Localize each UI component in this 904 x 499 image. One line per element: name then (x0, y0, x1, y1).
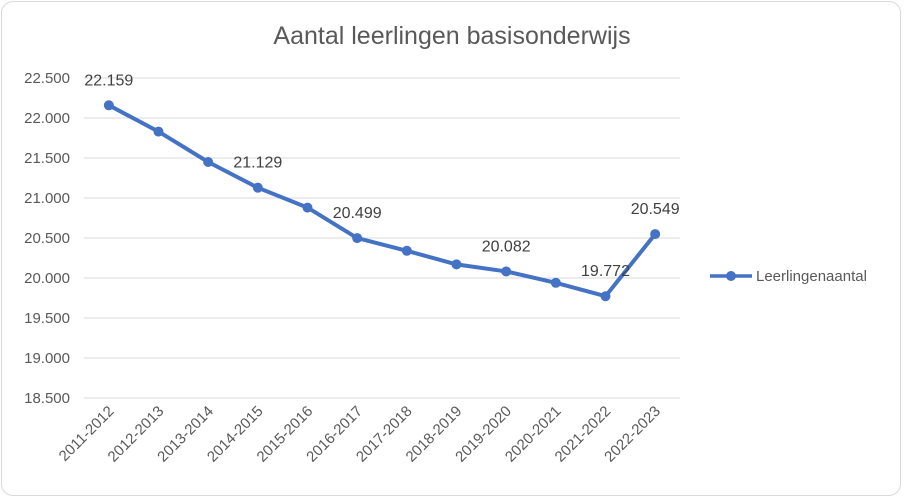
y-tick-label: 22.500 (24, 70, 70, 87)
y-tick-label: 20.000 (24, 270, 70, 287)
data-point (501, 266, 512, 277)
y-tick-label: 21.000 (24, 190, 70, 207)
data-label: 21.129 (233, 155, 282, 172)
data-label: 20.082 (482, 238, 531, 255)
legend-label: Leerlingenaantal (756, 268, 867, 285)
data-point (252, 182, 263, 193)
legend: Leerlingenaantal (710, 268, 867, 285)
data-labels: 22.159 21.129 20.499 20.082 19.772 20.549 (84, 72, 679, 280)
y-tick-label: 19.000 (24, 350, 70, 367)
data-label: 20.549 (631, 201, 680, 218)
data-label: 19.772 (581, 263, 630, 280)
data-point (550, 277, 561, 288)
data-point (103, 100, 114, 111)
data-point (600, 291, 611, 302)
data-label: 20.499 (333, 205, 382, 222)
data-point (203, 157, 214, 167)
chart-title: Aantal leerlingen basisonderwijs (273, 22, 630, 50)
series-line (106, 103, 658, 299)
gridlines (84, 77, 680, 399)
x-axis: 2011-20122012-20132013-20142014-20152015… (56, 403, 664, 466)
data-label: 22.159 (84, 72, 133, 89)
y-tick-label: 21.500 (24, 150, 70, 167)
y-tick-label: 18.500 (24, 390, 70, 407)
y-tick-label: 19.500 (24, 310, 70, 327)
data-point (352, 233, 363, 244)
data-point (451, 259, 462, 270)
y-axis: 22.500 22.000 21.500 21.000 20.500 20.000 19.5… (24, 70, 70, 407)
legend-swatch-marker (726, 271, 736, 281)
data-point (650, 229, 661, 240)
data-point (302, 202, 313, 213)
data-point (401, 245, 412, 256)
y-tick-label: 20.500 (24, 230, 70, 247)
y-tick-label: 22.000 (24, 110, 70, 127)
series-layer (103, 100, 661, 302)
data-point (153, 126, 164, 137)
